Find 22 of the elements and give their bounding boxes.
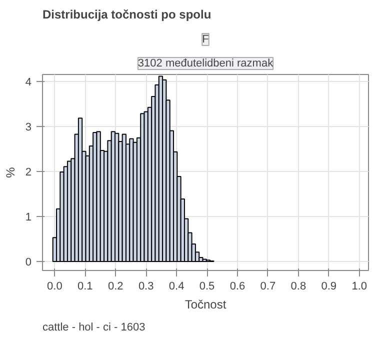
x-tick-label: 0.8 (290, 280, 306, 292)
x-tick-label: 0.4 (168, 280, 184, 292)
y-tick-label: 3 (25, 122, 32, 134)
x-tick-label: 0.1 (78, 280, 93, 292)
x-tick-label: 0.3 (138, 280, 154, 292)
x-tick-label: 0.0 (47, 280, 62, 292)
y-tick-label: 0 (25, 256, 32, 269)
x-tick-label: 0.5 (199, 280, 215, 292)
x-tick-label: 0.6 (230, 280, 246, 292)
x-tick-label: 0.9 (321, 280, 337, 292)
y-axis-title: % (3, 166, 18, 178)
x-tick-label: 0.2 (108, 280, 124, 292)
chart-subtitle: F (202, 34, 210, 46)
x-tick-label: 0.7 (260, 280, 276, 292)
text: cattle - hol - ci - 1603 (42, 322, 146, 334)
x-tick-label: 1.0 (352, 280, 368, 292)
y-tick-label: 4 (25, 76, 32, 89)
y-tick-label: 1 (25, 212, 32, 224)
text: 3102 međutelidbeni razmak (138, 58, 274, 70)
x-axis-title: Točnost (184, 298, 227, 312)
y-tick-label: 2 (25, 166, 32, 179)
chart-title: Distribucija točnosti po spolu (42, 8, 212, 22)
